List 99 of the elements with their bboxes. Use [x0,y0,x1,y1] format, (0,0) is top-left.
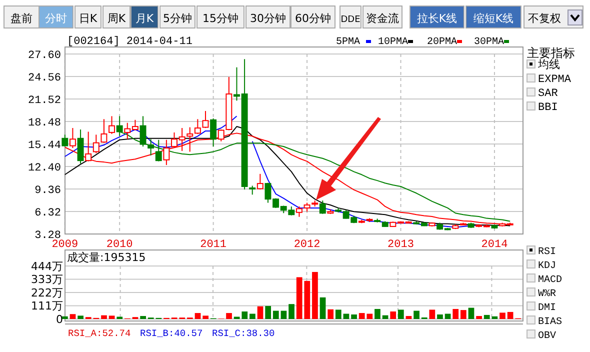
candlestick [108,116,115,134]
candlestick [77,128,84,164]
x-tick-label: 2012 [294,239,320,251]
bar [70,314,76,319]
text: SAR [538,88,558,100]
bar [398,310,404,319]
bar [78,316,84,319]
bar [226,313,232,319]
bar [390,311,396,319]
bar [288,304,294,319]
text: 60分钟 [295,12,331,25]
y-tick-label: 18.48 [28,117,61,130]
y-tick-label: 222万 [31,286,63,300]
text: 30分钟 [250,12,286,25]
text: 均线 [537,58,560,72]
y-tick-label: 6.32 [34,207,61,220]
y-tick-label: 9.36 [34,184,61,197]
text: 拉长K线 [416,12,458,25]
text: OBV [538,331,556,342]
bar [500,312,506,319]
bar [335,310,342,319]
bar [62,316,68,319]
y-tick-label: 15.44 [28,140,62,152]
legend-label: 10PMA [378,37,408,48]
bar [140,316,146,319]
bar [468,308,474,319]
bar [406,316,412,319]
bar [414,310,420,319]
text: 资金流 [366,12,399,25]
x-tick-label: 2010 [106,239,133,251]
bar [452,308,459,319]
text: BBI [538,102,558,114]
candlestick [92,134,100,154]
text: 不复权 [528,12,561,25]
text: EXPMA [538,74,572,86]
text: 缩短K线 [473,12,514,25]
chart-title: [002164] 2014-04-11 [67,36,193,48]
y-tick-label: 21.52 [28,94,61,107]
bar [194,313,201,319]
y-tick-label: 0 [56,312,63,326]
bar [312,272,318,319]
bar [272,310,279,319]
text: DMI [538,303,556,314]
bar [257,306,264,319]
bar [374,308,380,319]
y-tick-label: 111万 [31,300,63,313]
text: W%R [538,289,556,300]
bar [429,310,436,319]
text: MACD [538,275,562,286]
y-tick-label: 444万 [31,260,63,273]
candlestick [256,173,264,190]
bar [476,316,482,319]
text: 主要指标 [527,46,575,60]
candlestick [155,139,162,162]
text: 盘前 [10,12,32,25]
text: 15分钟 [202,12,238,25]
legend-label: 5PMA [336,37,360,48]
legend-label: 30PMA [474,37,504,48]
bar [444,314,451,319]
bar [202,316,209,319]
text: 周K [107,12,126,25]
candlestick [210,118,217,148]
legend-label: 20PMA [427,37,458,48]
bar [343,314,350,319]
candlestick [319,200,326,214]
text: KDJ [538,261,556,272]
x-tick-label: 2014 [481,239,508,251]
bar [437,314,443,319]
bar [108,316,115,319]
y-tick-label: 27.60 [28,50,61,62]
candlestick [69,128,76,148]
bar [320,297,326,319]
y-tick-label: 12.40 [28,162,61,174]
x-tick-label: 2009 [52,239,78,251]
bar [507,312,514,319]
bar [250,314,256,319]
bar [351,314,357,319]
bar [280,310,287,319]
text: DDE [340,15,361,25]
text: 日K [78,12,98,25]
text: BIAS [538,317,562,328]
chart-title: 成交量:195315 [67,251,146,264]
candlestick [100,118,108,144]
text: RSI_C:38.30 [212,328,276,339]
text: 分时 [45,12,67,25]
y-tick-label: 333万 [31,273,63,286]
text: RSI_B:40.57 [140,328,203,339]
candlestick [163,139,170,166]
text: 5分钟 [163,12,192,25]
x-tick-label: 2011 [200,239,227,251]
text: 月K [135,12,154,25]
text: RSI_A:52.74 [68,328,132,339]
bar [101,315,107,319]
bar [328,309,334,319]
text: RSI [538,247,556,258]
bar [460,310,466,319]
y-tick-label: 24.56 [28,72,61,84]
bar [265,306,272,319]
x-tick-label: 2013 [388,239,414,251]
